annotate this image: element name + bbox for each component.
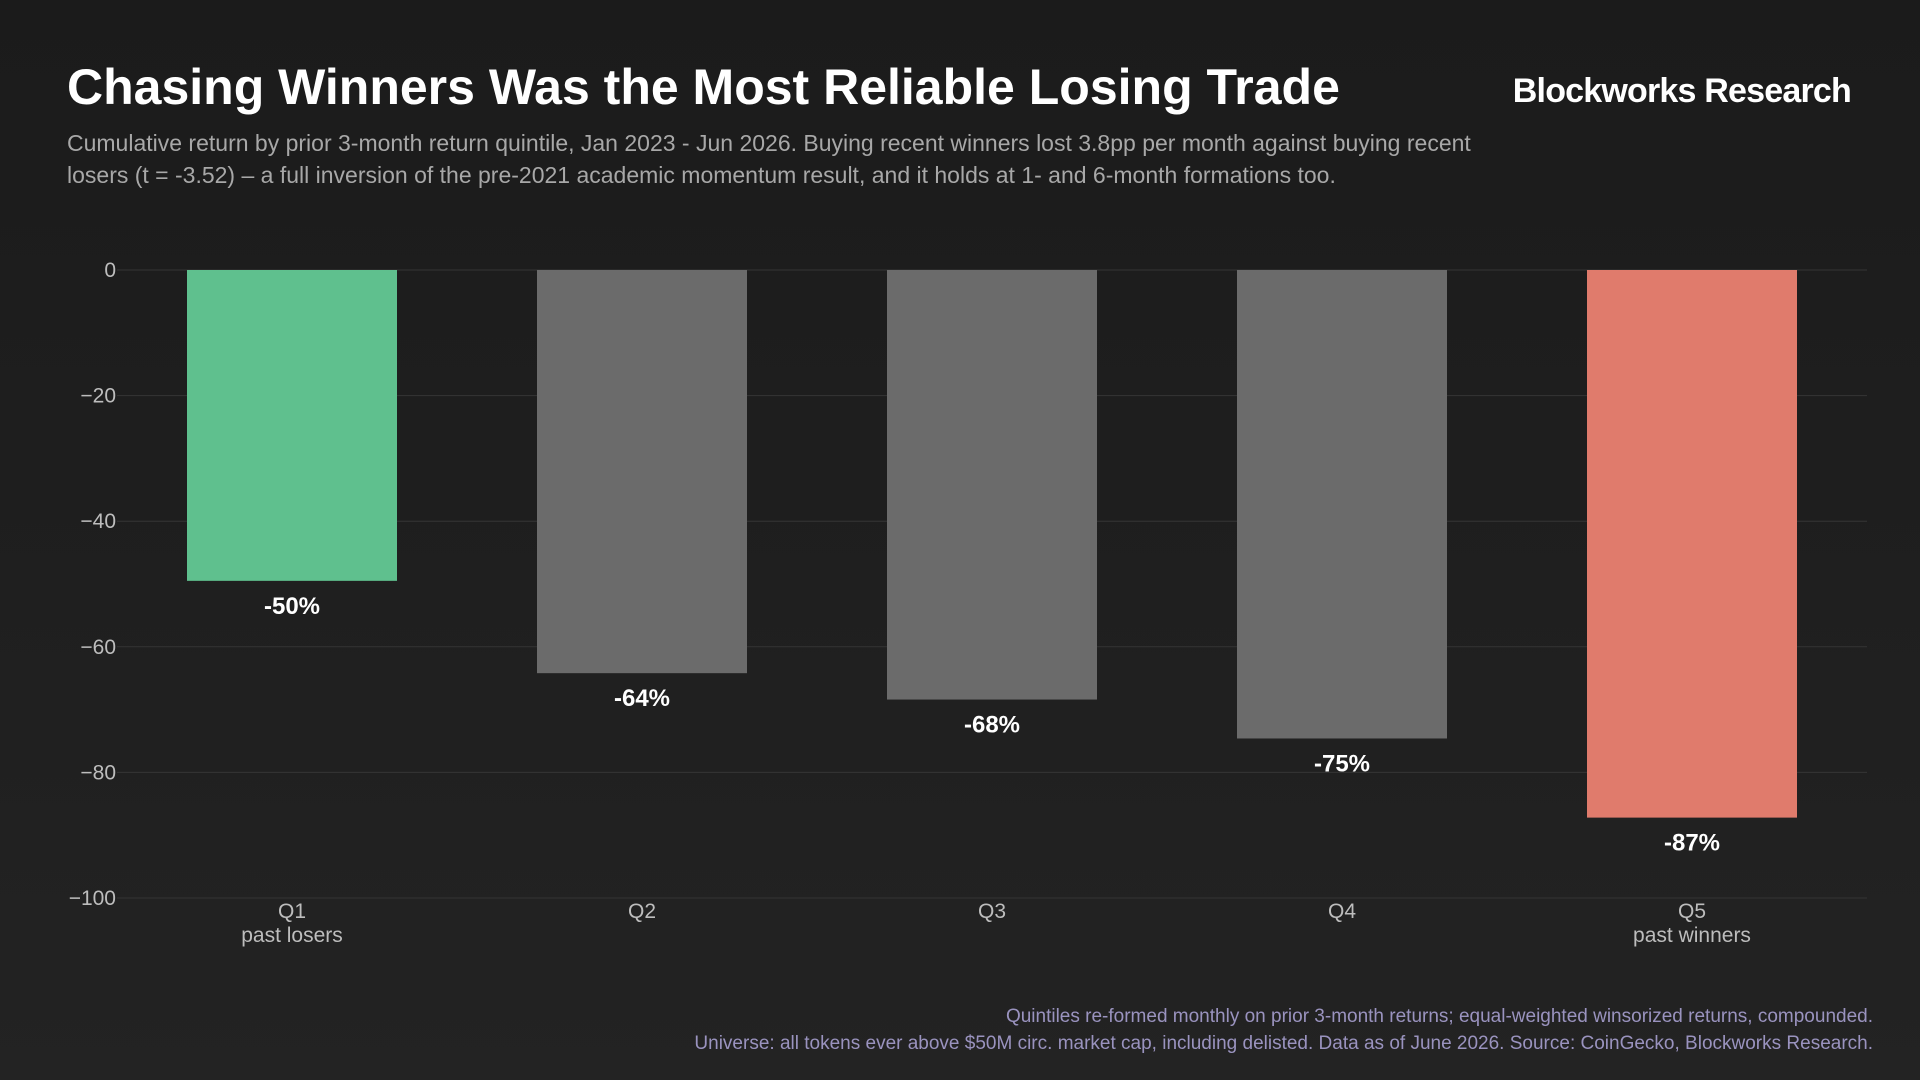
x-category-label: Q5: [1678, 900, 1706, 923]
x-category-label: Q3: [978, 900, 1006, 923]
bar-value-label: -64%: [614, 685, 670, 712]
bar: [187, 270, 397, 581]
bar: [1587, 270, 1797, 818]
chart-title: Chasing Winners Was the Most Reliable Lo…: [67, 59, 1340, 115]
chart-subtitle: Cumulative return by prior 3-month retur…: [67, 130, 1471, 188]
bar-value-label: -87%: [1664, 830, 1720, 857]
y-tick-label: −100: [69, 887, 116, 910]
x-category-label: Q2: [628, 900, 656, 923]
bar: [537, 270, 747, 674]
y-axis-ticks: 0 −20 −40 −60 −80 −100: [69, 259, 116, 910]
bar-value-label: -75%: [1314, 750, 1370, 777]
y-tick-label: −80: [80, 761, 116, 784]
methodology-note: Quintiles re-formed monthly on prior 3-m…: [1005, 1006, 1873, 1027]
bar: [1237, 270, 1447, 739]
bar: [887, 270, 1097, 700]
bars: [187, 270, 1797, 818]
bar-value-label: -50%: [264, 593, 320, 620]
y-tick-label: −60: [80, 636, 116, 659]
y-tick-label: −40: [80, 510, 116, 533]
bar-value-label: -68%: [964, 712, 1020, 739]
x-category-label: Q1: [278, 900, 306, 923]
data-labels: -50% -64% -68% -75% -87%: [264, 593, 1720, 857]
source-note: Universe: all tokens ever above $50M cir…: [694, 1033, 1873, 1054]
x-category-label: past winners: [1633, 924, 1751, 947]
y-tick-label: 0: [104, 259, 116, 282]
x-category-label: Q4: [1328, 900, 1356, 923]
brand-logo-text: Blockworks Research: [1512, 72, 1852, 110]
x-category-label: past losers: [241, 924, 343, 947]
y-tick-label: −20: [80, 385, 116, 408]
